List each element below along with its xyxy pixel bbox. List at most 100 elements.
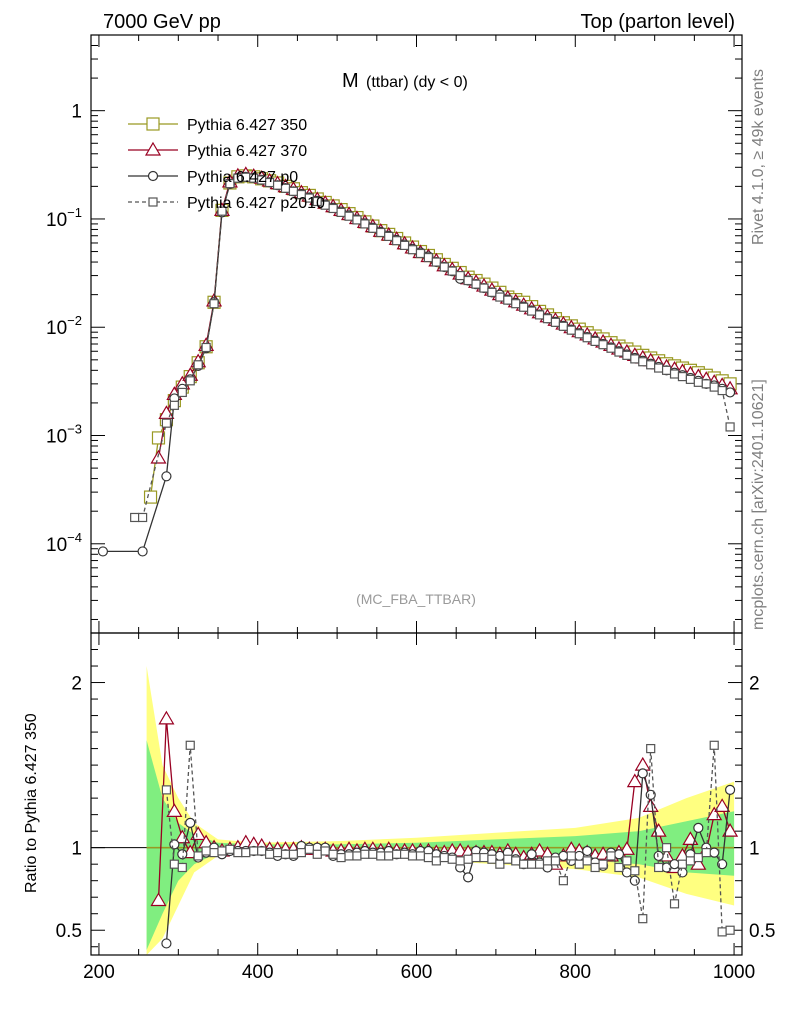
series-pythia-6.427-350	[143, 169, 737, 504]
data-point	[225, 844, 235, 854]
x-tick-label: 400	[242, 962, 274, 983]
header-right: Top (parton level)	[580, 11, 735, 33]
data-point	[336, 207, 346, 217]
data-point	[217, 846, 227, 856]
data-point	[368, 223, 378, 233]
data-point	[177, 849, 188, 860]
mcplots-label: mcplots.cern.ch [arXiv:2401.10621]	[750, 379, 767, 630]
data-point	[542, 856, 553, 866]
data-point	[185, 817, 196, 828]
rivet-label: Rivet 4.1.0, ≥ 49k events	[750, 69, 767, 245]
data-point	[185, 376, 195, 386]
data-point	[143, 490, 158, 504]
data-point	[431, 856, 441, 866]
data-point	[669, 859, 680, 870]
data-point	[527, 859, 537, 869]
data-point	[376, 851, 386, 861]
data-point	[487, 287, 497, 297]
y-tick-label: 10−4	[46, 530, 82, 556]
data-point	[558, 850, 569, 862]
data-point	[714, 798, 731, 812]
data-point	[241, 848, 251, 858]
ratio-ylabel: Ratio to Pythia 6.427 350	[23, 713, 40, 893]
data-point	[360, 219, 370, 229]
data-point	[724, 387, 736, 398]
data-point	[415, 248, 426, 259]
y-tick-label: 1	[71, 102, 82, 123]
data-point	[566, 851, 576, 861]
legend-label: Pythia 6.427 p2010	[187, 195, 325, 212]
data-point	[693, 822, 704, 833]
data-point	[725, 422, 735, 432]
data-point	[669, 369, 680, 379]
data-point	[304, 844, 314, 854]
data-point	[249, 846, 259, 856]
data-point	[97, 546, 109, 557]
legend-entry: Pythia 6.427 p0	[128, 169, 298, 186]
data-point	[336, 852, 346, 863]
data-point	[574, 859, 584, 869]
data-point	[598, 859, 608, 869]
data-point	[169, 839, 180, 850]
data-point	[582, 856, 592, 866]
data-point	[590, 336, 600, 346]
data-point	[169, 859, 179, 869]
data-point	[626, 773, 643, 788]
data-point	[511, 299, 521, 309]
data-point	[606, 343, 616, 353]
data-point	[190, 826, 207, 841]
data-point	[677, 859, 688, 869]
data-point	[455, 856, 465, 866]
data-point	[487, 854, 497, 864]
plot-title-sub: (ttbar) (dy < 0)	[366, 74, 468, 91]
data-point	[471, 852, 481, 863]
ratio-y-tick-label: 0.5	[56, 921, 82, 942]
data-point	[503, 295, 513, 305]
data-point	[471, 279, 481, 289]
data-point	[272, 848, 283, 858]
data-point	[654, 363, 664, 373]
data-point	[328, 203, 338, 214]
data-point	[574, 329, 584, 339]
y-tick-label: 10−2	[46, 313, 82, 339]
data-point	[328, 849, 338, 859]
data-point	[150, 892, 167, 907]
data-point	[233, 848, 243, 858]
data-point	[431, 257, 441, 267]
data-point	[503, 854, 513, 864]
data-point	[534, 859, 545, 869]
data-point	[161, 418, 172, 428]
data-point	[701, 848, 711, 858]
data-point	[158, 710, 175, 725]
legend-label: Pythia 6.427 370	[187, 143, 307, 160]
data-point	[717, 927, 727, 937]
data-point	[161, 785, 172, 795]
data-point	[701, 379, 711, 389]
data-point	[598, 340, 608, 350]
data-point	[415, 851, 426, 861]
ratio-y-tick-label-right: 1	[749, 839, 760, 860]
legend-label: Pythia 6.427 p0	[187, 169, 298, 186]
data-point	[542, 314, 553, 324]
data-point	[399, 849, 410, 859]
y-tick-label: 10−3	[46, 422, 82, 448]
ratio-uncertainty-bands	[146, 666, 735, 955]
series-line	[149, 175, 731, 498]
data-point	[519, 302, 529, 312]
data-point	[558, 321, 568, 331]
data-point	[407, 245, 418, 255]
data-point	[376, 227, 386, 238]
data-point	[209, 299, 219, 309]
data-point	[618, 841, 635, 855]
legend-label: Pythia 6.427 350	[187, 117, 307, 134]
legend: Pythia 6.427 350 Pythia 6.427 370 Pythia 6…	[128, 117, 325, 212]
legend-entry: Pythia 6.427 370	[128, 141, 307, 160]
data-point	[646, 743, 656, 754]
data-point	[724, 784, 736, 795]
data-point	[534, 310, 545, 320]
data-point	[693, 377, 703, 387]
data-point	[590, 862, 600, 873]
data-point	[613, 849, 625, 860]
data-point	[526, 849, 537, 860]
data-point	[638, 914, 648, 924]
